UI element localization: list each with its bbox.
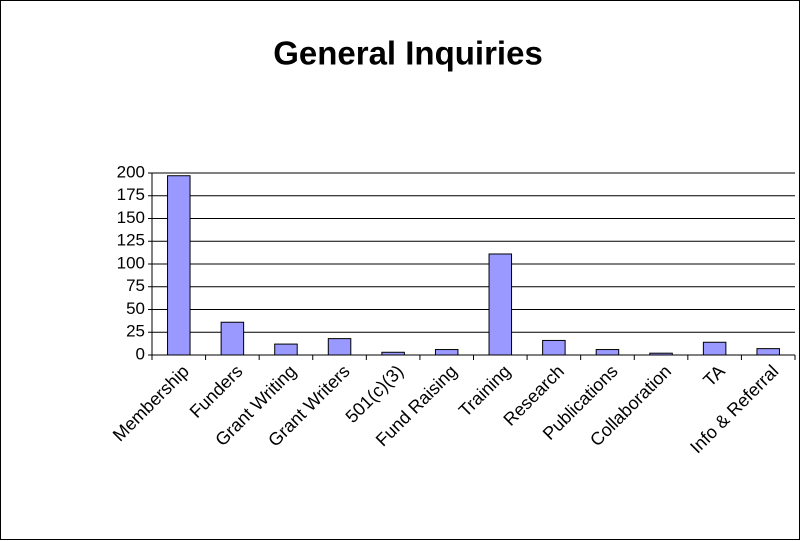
bar	[756, 348, 780, 356]
chart-title: General Inquiries	[273, 35, 543, 72]
y-tick-label: 150	[117, 208, 145, 227]
y-tick-label: 75	[126, 276, 145, 295]
y-tick-label: 50	[126, 299, 145, 318]
y-tick-label: 200	[117, 162, 145, 181]
bar	[327, 338, 352, 356]
bar	[167, 175, 191, 356]
y-tick-label: 0	[136, 344, 145, 363]
bar	[595, 349, 620, 356]
y-tick-label: 175	[117, 185, 145, 204]
y-tick-label: 100	[117, 253, 145, 272]
bar	[381, 351, 405, 356]
bar	[702, 341, 727, 356]
bar	[434, 349, 459, 356]
y-tick-label: 25	[126, 322, 145, 341]
bar	[220, 321, 245, 356]
y-tick-label: 125	[117, 231, 145, 250]
bar	[649, 352, 673, 356]
bar	[488, 253, 513, 356]
bar	[542, 339, 566, 356]
bar	[274, 343, 298, 356]
